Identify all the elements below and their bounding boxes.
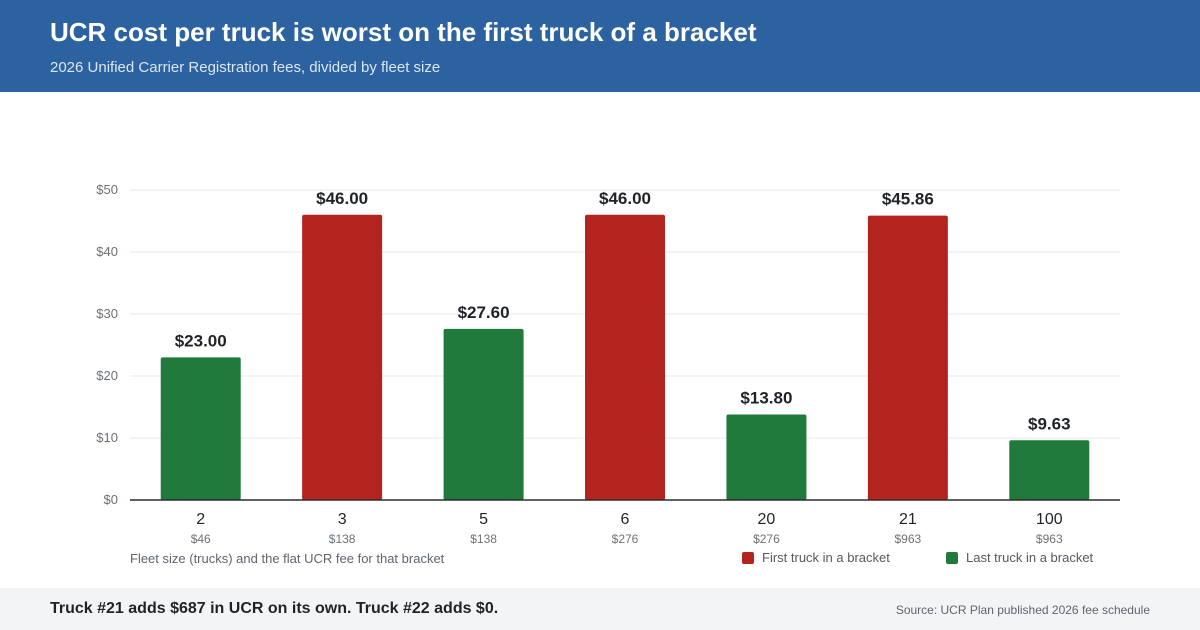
legend-item-first: First truck in a bracket	[742, 550, 890, 565]
bar-6	[585, 214, 665, 501]
x-tick-label: 21	[899, 511, 917, 528]
bar-value-label: $23.00	[175, 331, 227, 350]
bar-3	[302, 214, 383, 501]
x-tick-label: 2	[196, 511, 205, 528]
bar-2	[160, 357, 241, 500]
bar-value-label: $13.80	[740, 388, 792, 407]
x-tick-fee-label: $138	[470, 532, 497, 546]
page-subtitle: 2026 Unified Carrier Registration fees, …	[50, 59, 441, 76]
footer-bar: Truck #21 adds $687 in UCR on its own. T…	[0, 588, 1200, 630]
x-tick-label: 3	[338, 511, 347, 528]
x-tick-label: 20	[758, 511, 776, 528]
bar-value-labels: $23.00 $46.00 $27.60 $46.00 $13.80 $45.86 $9.6…	[175, 189, 1071, 433]
legend-swatch-last	[946, 551, 958, 564]
y-tick-label: $50	[96, 182, 118, 197]
bar-value-label: $9.63	[1028, 414, 1071, 433]
x-tick-fee-label: $276	[612, 532, 639, 546]
bar-21	[867, 215, 948, 500]
y-tick-label: $10	[96, 430, 118, 445]
x-tick-label: 100	[1036, 511, 1063, 528]
y-tick-label: $30	[96, 306, 118, 321]
footer-source: Source: UCR Plan published 2026 fee sche…	[895, 603, 1150, 617]
y-tick-label: $20	[96, 368, 118, 383]
bars	[160, 214, 1090, 501]
x-tick-fee-label: $963	[895, 532, 922, 546]
legend-item-last: Last truck in a bracket	[946, 550, 1093, 565]
x-tick-fee-label: $138	[329, 532, 356, 546]
x-tick-label: 5	[479, 511, 488, 528]
x-tick-fee-label: $46	[191, 532, 211, 546]
y-axis-ticks: $0 $10 $20 $30 $40 $50	[96, 182, 118, 507]
legend-label-last: Last truck in a bracket	[966, 550, 1094, 565]
footer-note: Truck #21 adds $687 in UCR on its own. T…	[50, 600, 499, 617]
bar-value-label: $46.00	[316, 189, 368, 208]
x-tick-label: 6	[621, 511, 630, 528]
bar-5	[443, 328, 524, 500]
legend-label-first: First truck in a bracket	[762, 550, 890, 565]
bar-value-label: $46.00	[599, 189, 651, 208]
x-tick-fee-label: $276	[753, 532, 780, 546]
x-tick-fee-label: $963	[1036, 532, 1063, 546]
x-axis-ticks: 2 $46 3 $138 5 $138 6 $276 20 $276 21 $963 100 $963	[191, 511, 1063, 546]
bar-20	[726, 414, 807, 500]
bar-chart: $0 $10 $20 $30 $40 $50 $23.00 $46.00 $27.60 $46.…	[96, 182, 1120, 566]
header-banner: UCR cost per truck is worst on the first…	[0, 0, 1200, 92]
bar-100	[1009, 440, 1090, 500]
x-axis-label: Fleet size (trucks) and the flat UCR fee…	[130, 551, 445, 566]
bar-value-label: $27.60	[458, 303, 510, 322]
y-tick-label: $0	[104, 492, 118, 507]
legend-swatch-first	[742, 551, 754, 564]
y-tick-label: $40	[96, 244, 118, 259]
bar-value-label: $45.86	[882, 190, 934, 209]
page-title: UCR cost per truck is worst on the first…	[50, 17, 757, 47]
